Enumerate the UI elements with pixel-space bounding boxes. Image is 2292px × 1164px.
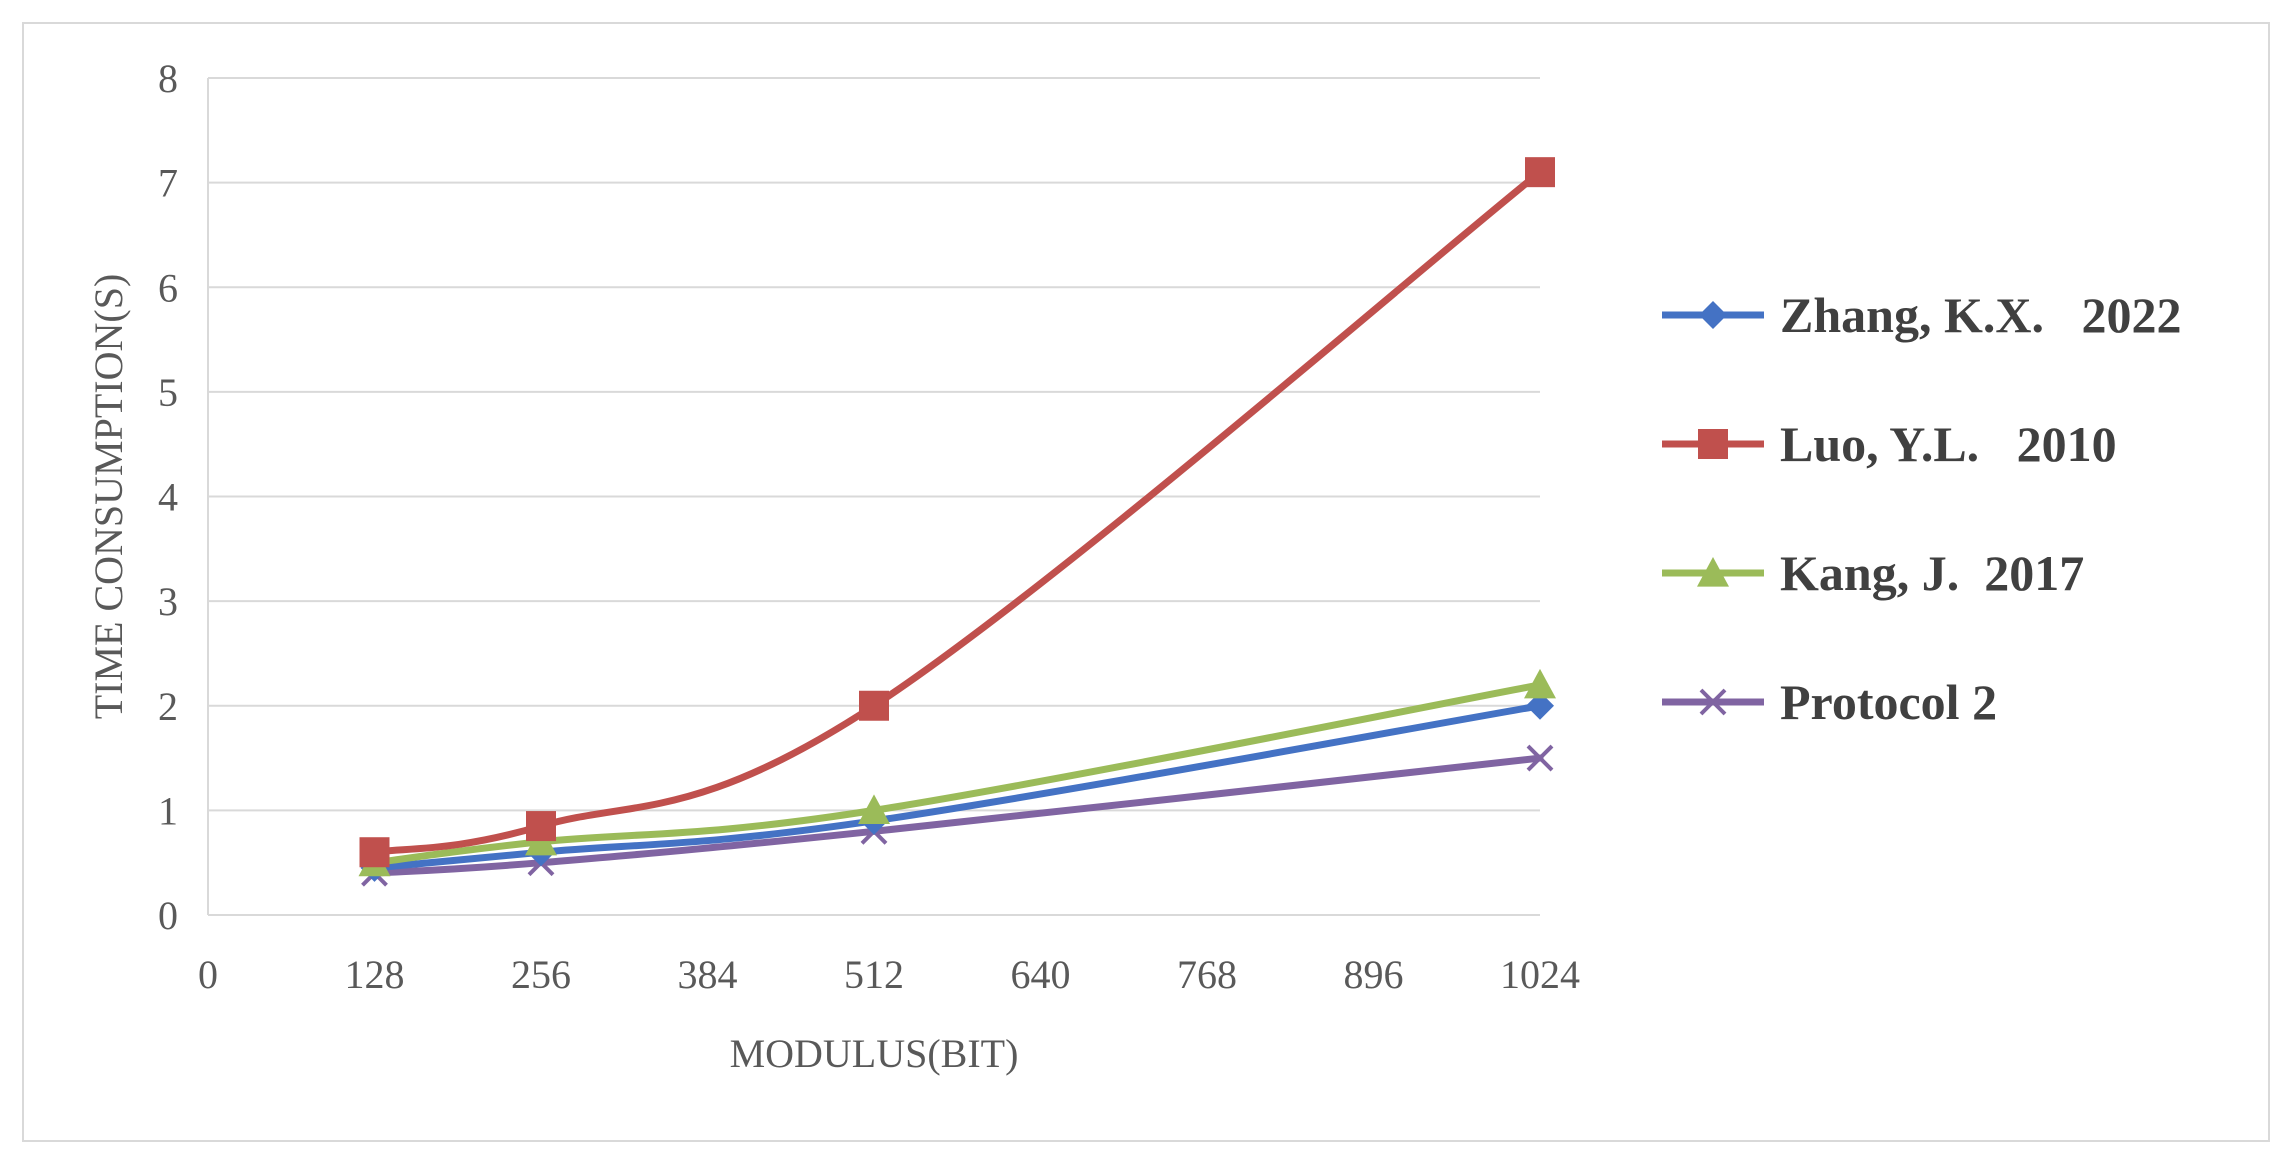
x-marker-stroke xyxy=(1526,744,1554,772)
data-point-2 xyxy=(858,794,890,824)
legend: Zhang, K.X. 2022 Luo, Y.L. 2010 Kang, J. 2… xyxy=(1662,287,2181,730)
gridlines xyxy=(208,77,1540,916)
legend-marker xyxy=(1697,557,1729,587)
data-point-2 xyxy=(1524,668,1556,699)
y-tick-label: 8 xyxy=(158,56,178,101)
x-tick-label: 384 xyxy=(678,952,738,997)
data-point-3 xyxy=(1526,744,1554,772)
legend-label: Zhang, K.X. 2022 xyxy=(1780,287,2181,343)
legend-entry: Protocol 2 xyxy=(1662,674,1997,730)
y-tick-label: 4 xyxy=(158,475,178,520)
x-tick-label: 0 xyxy=(198,952,218,997)
legend-label: Luo, Y.L. 2010 xyxy=(1780,416,2117,472)
axes: 0 1 2 3 4 5 6 7 8 0 128 256 384 512 640 768 896 1024 xyxy=(158,56,1580,997)
y-tick-label: 6 xyxy=(158,265,178,310)
x-tick-label: 256 xyxy=(511,952,571,997)
series-line-2 xyxy=(371,681,1544,867)
x-axis-title: MODULUS(BIT) xyxy=(730,1031,1019,1076)
legend-marker xyxy=(1699,688,1727,716)
y-tick-label: 1 xyxy=(158,788,178,833)
legend-marker xyxy=(1698,429,1728,459)
y-tick-label: 2 xyxy=(158,684,178,729)
legend-entry: Zhang, K.X. 2022 xyxy=(1662,287,2181,343)
chart-frame xyxy=(22,22,2270,1142)
x-tick-label: 896 xyxy=(1344,952,1404,997)
legend-label: Kang, J. 2017 xyxy=(1780,545,2084,601)
series-line-3 xyxy=(371,754,1544,877)
legend-label: Protocol 2 xyxy=(1780,674,1997,730)
series-markers xyxy=(358,157,1556,887)
x-tick-label: 512 xyxy=(844,952,904,997)
data-point-1 xyxy=(359,837,390,868)
data-point-1 xyxy=(859,690,889,721)
y-tick-label: 0 xyxy=(158,893,178,938)
legend-entry: Kang, J. 2017 xyxy=(1662,545,2084,601)
data-point-1 xyxy=(526,811,556,842)
series-line-1 xyxy=(371,168,1544,856)
series-line-0 xyxy=(371,702,1544,872)
y-axis-title: TIME CONSUMPTION(S) xyxy=(86,274,131,720)
series-lines xyxy=(371,168,1544,877)
y-tick-label: 5 xyxy=(158,370,178,415)
legend-marker xyxy=(1699,301,1727,329)
legend-entry: Luo, Y.L. 2010 xyxy=(1662,416,2117,472)
y-tick-label: 3 xyxy=(158,579,178,624)
x-marker-stroke xyxy=(1699,688,1727,716)
y-tick-label: 7 xyxy=(158,161,178,206)
data-point-1 xyxy=(1525,157,1555,188)
x-tick-label: 768 xyxy=(1177,952,1237,997)
x-tick-label: 128 xyxy=(345,952,405,997)
x-tick-label: 1024 xyxy=(1500,952,1580,997)
data-point-0 xyxy=(1526,691,1554,720)
x-tick-label: 640 xyxy=(1011,952,1071,997)
